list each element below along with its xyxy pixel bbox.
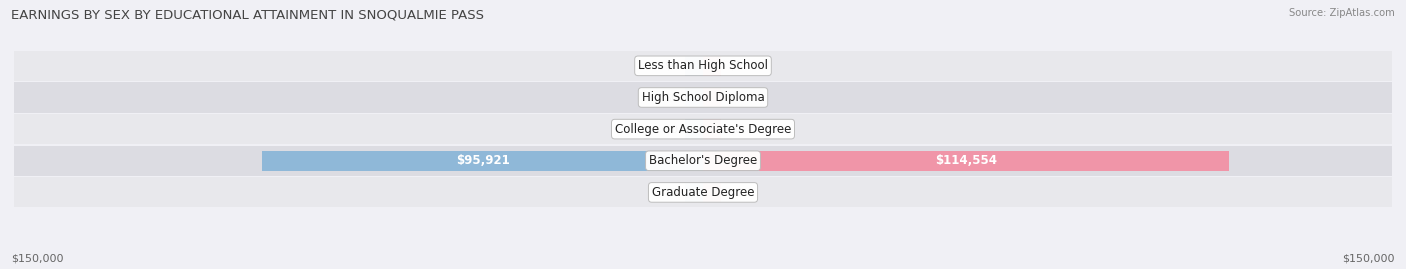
Bar xyxy=(685,88,703,107)
Text: $114,554: $114,554 xyxy=(935,154,997,167)
Bar xyxy=(263,151,703,171)
Bar xyxy=(14,82,1392,112)
Legend: Male, Female: Male, Female xyxy=(643,266,763,269)
Bar xyxy=(14,51,1392,81)
Text: $0: $0 xyxy=(664,61,678,71)
Text: $0: $0 xyxy=(664,187,678,197)
Text: $0: $0 xyxy=(728,187,742,197)
Text: $150,000: $150,000 xyxy=(1343,254,1395,264)
Bar xyxy=(14,146,1392,176)
Text: High School Diploma: High School Diploma xyxy=(641,91,765,104)
Text: $0: $0 xyxy=(728,93,742,102)
Bar xyxy=(703,88,721,107)
Text: Bachelor's Degree: Bachelor's Degree xyxy=(650,154,756,167)
Text: $0: $0 xyxy=(728,124,742,134)
Bar xyxy=(703,119,721,139)
Text: $150,000: $150,000 xyxy=(11,254,63,264)
Bar xyxy=(703,56,721,76)
Text: $0: $0 xyxy=(664,124,678,134)
Text: Less than High School: Less than High School xyxy=(638,59,768,72)
Text: $0: $0 xyxy=(664,93,678,102)
Text: College or Associate's Degree: College or Associate's Degree xyxy=(614,123,792,136)
Bar xyxy=(14,177,1392,207)
Text: Graduate Degree: Graduate Degree xyxy=(652,186,754,199)
Bar xyxy=(685,56,703,76)
Text: Source: ZipAtlas.com: Source: ZipAtlas.com xyxy=(1289,8,1395,18)
Text: $95,921: $95,921 xyxy=(456,154,509,167)
Bar xyxy=(685,119,703,139)
Bar xyxy=(685,183,703,202)
Bar xyxy=(703,151,1229,171)
Bar xyxy=(14,114,1392,144)
Text: EARNINGS BY SEX BY EDUCATIONAL ATTAINMENT IN SNOQUALMIE PASS: EARNINGS BY SEX BY EDUCATIONAL ATTAINMEN… xyxy=(11,8,484,21)
Bar xyxy=(703,183,721,202)
Text: $0: $0 xyxy=(728,61,742,71)
